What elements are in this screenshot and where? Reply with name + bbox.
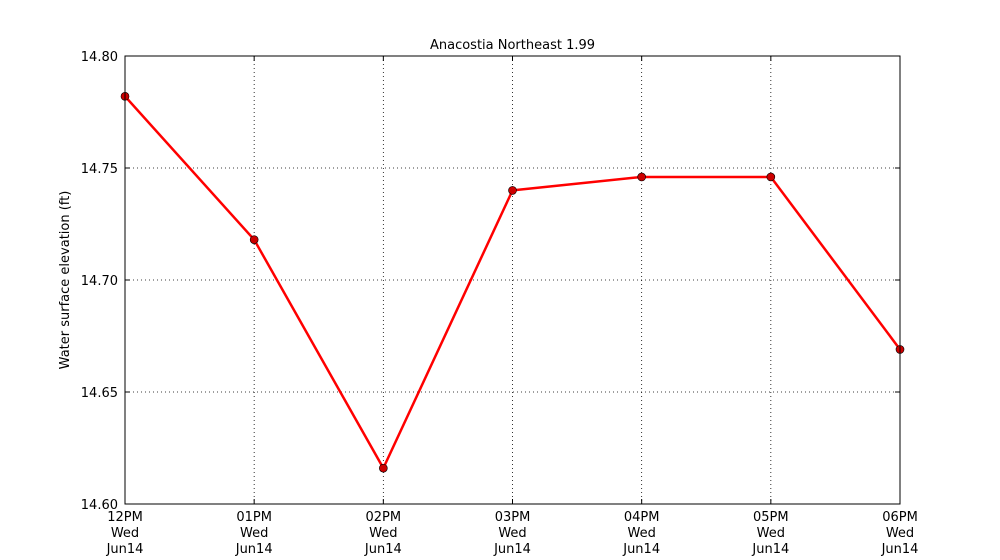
y-tick-label: 14.75 — [81, 162, 118, 177]
x-tick-label-line: 05PM — [753, 510, 789, 525]
x-tick-label-line: Jun14 — [751, 542, 789, 557]
y-axis-ticks: 14.60 14.65 14.70 14.75 14.80 — [81, 50, 900, 513]
x-tick-label: 06PM Wed Jun14 — [881, 510, 919, 557]
x-tick-label-line: 02PM — [366, 510, 402, 525]
x-tick-label-line: 01PM — [236, 510, 272, 525]
y-tick-label: 14.70 — [81, 274, 118, 289]
x-tick-label-line: Jun14 — [106, 542, 144, 557]
x-tick-label: 01PM Wed Jun14 — [235, 510, 273, 557]
x-tick-label-line: Wed — [240, 526, 268, 541]
y-axis-label: Water surface elevation (ft) — [58, 191, 73, 370]
x-tick-label-line: Wed — [627, 526, 655, 541]
x-tick-label-line: Jun14 — [364, 542, 402, 557]
x-tick-label-line: Jun14 — [881, 542, 919, 557]
chart-title: Anacostia Northeast 1.99 — [430, 38, 595, 53]
x-tick-label-line: Wed — [369, 526, 397, 541]
x-tick-label-line: 12PM — [107, 510, 143, 525]
data-point — [637, 172, 646, 182]
x-tick-label-line: Wed — [111, 526, 139, 541]
y-tick-label: 14.80 — [81, 50, 118, 65]
data-point — [766, 172, 776, 182]
data-point — [249, 235, 259, 244]
x-tick-label-line: Wed — [498, 526, 526, 541]
x-tick-label: 05PM Wed Jun14 — [751, 510, 789, 557]
x-tick-label-line: Wed — [886, 526, 914, 541]
x-tick-label: 03PM Wed Jun14 — [493, 510, 531, 557]
data-point — [379, 463, 388, 473]
x-tick-label-line: Wed — [757, 526, 785, 541]
x-tick-label-line: 06PM — [882, 510, 918, 525]
x-tick-label-line: Jun14 — [493, 542, 531, 557]
y-tick-label: 14.65 — [81, 386, 118, 401]
x-tick-label: 12PM Wed Jun14 — [106, 510, 144, 557]
x-tick-label-line: Jun14 — [622, 542, 660, 557]
x-tick-label-line: 04PM — [624, 510, 660, 525]
data-point — [508, 186, 517, 195]
x-tick-label: 02PM Wed Jun14 — [364, 510, 402, 557]
x-tick-label: 04PM Wed Jun14 — [622, 510, 660, 557]
x-tick-label-line: 03PM — [495, 510, 531, 525]
x-tick-label-line: Jun14 — [235, 542, 273, 557]
y-tick-label: 14.60 — [81, 498, 118, 513]
